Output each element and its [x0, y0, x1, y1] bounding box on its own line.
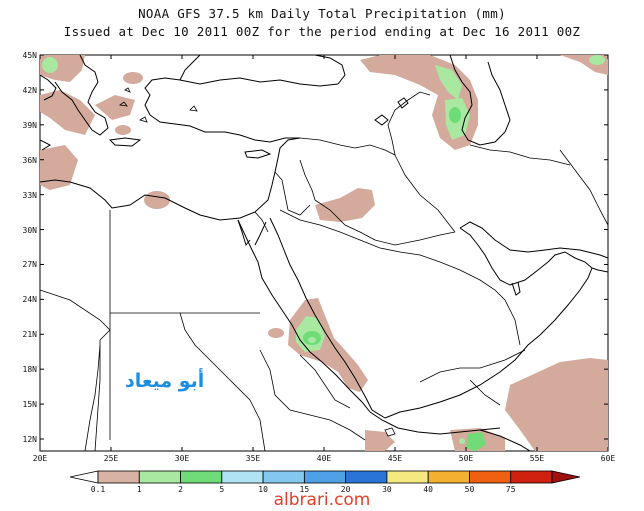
colorbar-swatch: [303, 470, 347, 484]
colorbar-swatch: [221, 470, 264, 484]
axis-ticks: [39, 54, 609, 451]
lon-label: 50E: [458, 454, 474, 463]
lat-label: 45N: [22, 51, 37, 60]
colorbar-swatch: [97, 470, 140, 484]
map-title: NOAA GFS 37.5 km Daily Total Precipitati…: [138, 6, 506, 21]
colorbar-label: 50: [464, 485, 475, 494]
colorbar-label: 0.1: [90, 485, 106, 494]
colorbar-swatch: [469, 470, 512, 484]
lon-label: 20E: [32, 454, 48, 463]
colorbar-label: 1: [136, 485, 142, 494]
lat-label: 27N: [22, 260, 37, 270]
colorbar: [69, 470, 581, 484]
lat-label: 15N: [22, 400, 37, 410]
colorbar-left-arrow: [69, 470, 99, 484]
lat-label: 24N: [22, 295, 37, 305]
lon-label: 55E: [529, 454, 545, 463]
lat-label: 39N: [22, 120, 37, 130]
colorbar-swatch: [180, 470, 223, 484]
colorbar-label: 30: [382, 485, 392, 494]
colorbar-label: 2: [178, 485, 183, 494]
lon-label: 25E: [103, 454, 119, 463]
lon-label: 60E: [600, 454, 616, 463]
lat-label: 42N: [22, 85, 37, 95]
lon-label: 35E: [245, 454, 261, 463]
overlay-text: أبو ميعاد: [125, 370, 205, 392]
lat-label: 33N: [22, 190, 37, 200]
colorbar-swatch: [386, 470, 429, 484]
colorbar-label: 75: [505, 485, 516, 494]
lat-label: 21N: [22, 330, 37, 340]
colorbar-swatch: [345, 470, 388, 484]
colorbar-swatch: [262, 470, 305, 484]
colorbar-label: 5: [219, 485, 225, 494]
coastlines: [40, 55, 608, 451]
precip-shading: [40, 55, 608, 451]
colorbar-label: 20: [340, 485, 351, 494]
map-subtitle: Issued at Dec 10 2011 00Z for the period…: [63, 24, 581, 39]
watermark: albrari.com: [273, 490, 371, 510]
borders: [40, 91, 608, 451]
colorbar-swatch: [138, 470, 181, 484]
colorbar-swatch: [510, 470, 553, 484]
colorbar-label: 40: [423, 485, 433, 494]
lat-label: 12N: [22, 435, 37, 444]
colorbar-label: 10: [258, 485, 268, 494]
colorbar-right-arrow: [551, 470, 581, 484]
lon-label: 30E: [174, 454, 190, 463]
lon-label: 45E: [387, 454, 403, 463]
colorbar-label: 15: [299, 485, 310, 494]
lat-label: 18N: [22, 365, 37, 375]
lat-label: 36N: [22, 155, 37, 165]
colorbar-swatch: [427, 470, 470, 484]
lon-label: 40E: [316, 454, 332, 463]
lat-label: 30N: [22, 225, 37, 235]
